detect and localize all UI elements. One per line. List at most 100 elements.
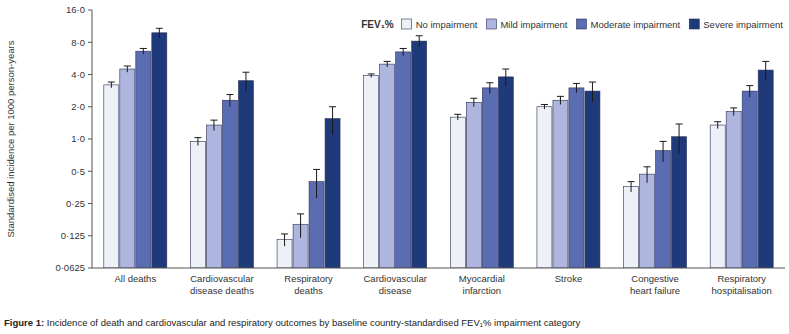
bar (672, 137, 687, 268)
y-tick (88, 10, 92, 11)
bar (152, 33, 167, 268)
error-bar (486, 83, 493, 94)
error-bar (242, 72, 249, 91)
error-bar (400, 48, 407, 55)
bar (364, 76, 379, 268)
error-bar (573, 83, 580, 92)
bar (450, 117, 465, 268)
bar (206, 125, 221, 268)
bar (498, 77, 513, 268)
bar (656, 151, 671, 268)
y-tick-label: 1·0 (71, 133, 85, 144)
error-bar (660, 141, 667, 162)
error-bar (470, 98, 477, 106)
x-tick-label: Myocardialinfarction (459, 273, 505, 296)
y-tick-label: 0·0625 (55, 262, 85, 273)
error-bar (746, 86, 753, 98)
legend-label: Moderate impairment (591, 19, 681, 30)
caption: Figure 1: Incidence of death and cardiov… (4, 317, 580, 328)
x-tick-label: Cardiovasculardisease (364, 273, 427, 296)
legend-swatch (402, 19, 412, 29)
legend-label: Mild impairment (500, 19, 567, 30)
x-tick-label: All deaths (114, 273, 156, 284)
error-bar (156, 28, 163, 38)
error-bar (714, 122, 721, 129)
error-bar (454, 114, 461, 120)
y-tick-label: 0·25 (66, 198, 85, 209)
y-tick (88, 171, 92, 172)
y-axis-label: Standardised incidence per 1000 person-y… (5, 40, 16, 237)
error-bar (628, 182, 635, 192)
error-bar (384, 61, 391, 67)
error-bar (676, 124, 683, 154)
bar (222, 100, 237, 268)
x-tick-label: Congestiveheart failure (630, 273, 680, 296)
y-tick (88, 42, 92, 43)
legend-label: Severe impairment (703, 19, 783, 30)
bar (569, 88, 584, 268)
bar (190, 141, 205, 268)
chart: Standardised incidence per 1000 person-y… (0, 0, 789, 334)
error-bar (644, 167, 651, 183)
y-tick-label: 0·5 (71, 166, 85, 177)
bar (412, 41, 427, 268)
bar (585, 91, 600, 268)
y-tick-label: 0·125 (61, 230, 85, 241)
error-bar (416, 36, 423, 47)
bar (553, 100, 568, 268)
legend-label: No impairment (416, 19, 478, 30)
y-tick-label: 16·0 (66, 4, 85, 15)
error-bar (194, 138, 201, 146)
bar (396, 52, 411, 268)
legend: FEV₁% No impairment Mild impairment Moderat… (361, 19, 783, 30)
x-axis (92, 268, 785, 269)
y-tick (88, 74, 92, 75)
bar (537, 107, 552, 268)
bar (104, 85, 119, 268)
error-bar (313, 169, 320, 198)
error-bar (762, 61, 769, 80)
bar (710, 125, 725, 268)
y-tick-label: 8·0 (71, 37, 85, 48)
error-bar (730, 108, 737, 116)
bars (104, 28, 773, 268)
error-bar (210, 120, 217, 130)
error-bar (557, 96, 564, 104)
error-bar (589, 82, 596, 102)
y-tick (88, 203, 92, 204)
x-tick-label: Cardiovasculardisease deaths (190, 273, 254, 296)
legend-title: FEV₁% (361, 19, 394, 30)
legend-swatch (689, 19, 699, 29)
error-bar (281, 234, 288, 246)
bar (758, 70, 773, 268)
y-tick (88, 106, 92, 107)
error-bar (368, 74, 375, 78)
y-axis (92, 10, 93, 268)
bar (482, 88, 497, 268)
error-bar (140, 48, 147, 54)
bar (325, 119, 340, 268)
legend-swatch (577, 19, 587, 29)
bar (380, 64, 395, 268)
x-tick-label: Respiratoryhospitalisation (712, 273, 772, 296)
error-bar (502, 69, 509, 86)
error-bar (541, 104, 548, 109)
bar (466, 102, 481, 268)
bar (238, 81, 253, 268)
legend-swatch (486, 19, 496, 29)
y-tick (88, 235, 92, 236)
bar (742, 91, 757, 268)
bar (726, 112, 741, 268)
bar (120, 69, 135, 268)
x-tick-label: Respiratorydeaths (284, 273, 333, 296)
bar (624, 187, 639, 268)
error-bar (226, 95, 233, 107)
error-bar (124, 66, 131, 72)
y-tick (88, 139, 92, 140)
bar (640, 174, 655, 268)
error-bar (329, 107, 336, 135)
bar (136, 51, 151, 268)
y-tick-label: 2·0 (71, 101, 85, 112)
x-tick-label: Stroke (555, 273, 582, 284)
error-bar (297, 214, 304, 238)
